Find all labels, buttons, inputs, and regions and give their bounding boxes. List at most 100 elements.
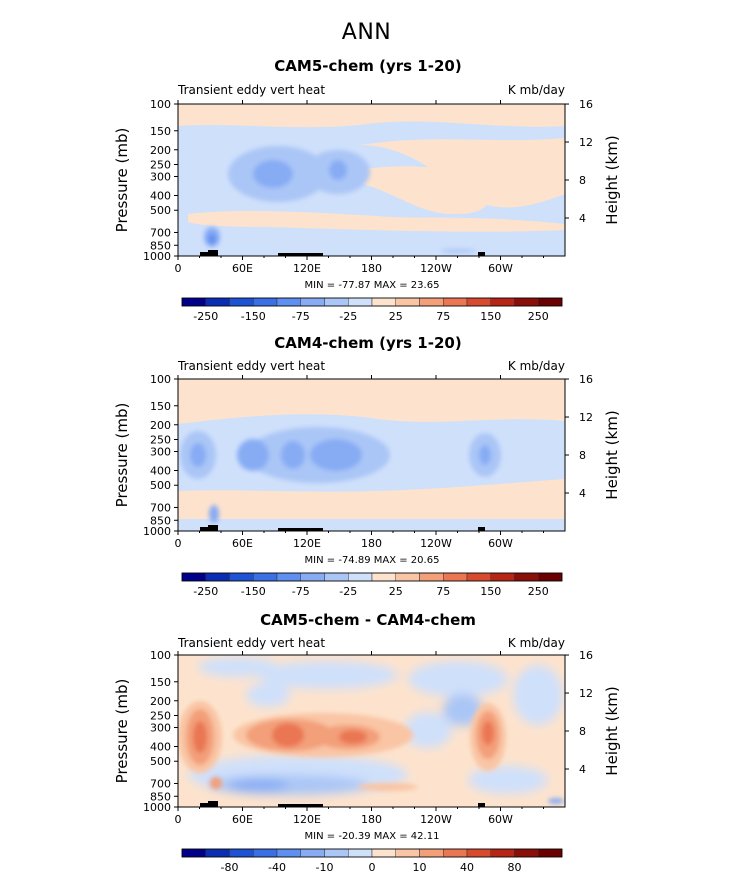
x-tick-label: 180: [361, 813, 382, 826]
colorbar-swatch: [348, 572, 373, 582]
colorbar-label: 75: [436, 585, 450, 598]
colorbar-swatch: [348, 297, 373, 307]
y-tick-label: 150: [150, 125, 171, 138]
x-tick-label: 60W: [488, 262, 513, 275]
panel-title: CAM4-chem (yrs 1-20): [274, 334, 461, 352]
panel-left-label: Transient eddy vert heat: [177, 83, 325, 97]
colorbar-swatch: [205, 297, 230, 307]
colorbar-label: -25: [339, 585, 357, 598]
colorbar-swatch: [324, 572, 349, 582]
colorbar-swatch: [466, 848, 491, 858]
x-tick-label: 0: [175, 537, 182, 550]
colorbar-swatch: [490, 297, 515, 307]
colorbar-swatch: [253, 848, 278, 858]
x-tick-label: 120E: [293, 537, 321, 550]
y-tick-label: 400: [150, 190, 171, 203]
colorbar-swatch: [229, 297, 254, 307]
colorbar-label: -150: [241, 310, 266, 323]
x-tick-label: 120E: [293, 813, 321, 826]
y-tick-label: 250: [150, 158, 171, 171]
colorbar-label: -75: [292, 310, 310, 323]
height-tick-label: 4: [579, 487, 586, 500]
colorbar-label: -10: [316, 861, 334, 872]
height-tick-label: 16: [579, 373, 593, 386]
height-tick-label: 8: [579, 725, 586, 738]
y-tick-label: 700: [150, 777, 171, 790]
x-tick-label: 180: [361, 262, 382, 275]
y-tick-label: 400: [150, 465, 171, 478]
y-tick-label: 400: [150, 741, 171, 754]
x-tick-label: 180: [361, 537, 382, 550]
colorbar-swatch: [253, 572, 278, 582]
panel-left-label: Transient eddy vert heat: [177, 636, 325, 650]
colorbar-swatch: [276, 848, 301, 858]
colorbar-label: 10: [413, 861, 427, 872]
y-tick-label: 150: [150, 676, 171, 689]
colorbar-swatch: [419, 848, 444, 858]
height-tick-label: 4: [579, 212, 586, 225]
y-tick-label: 100: [150, 98, 171, 111]
panel-cam4: CAM4-chem (yrs 1-20) Transient eddy vert…: [177, 334, 566, 532]
height-tick-label: 12: [579, 136, 593, 149]
colorbar-swatch: [348, 848, 373, 858]
colorbar-swatch: [443, 848, 468, 858]
min-max-stats: MIN = -74.89 MAX = 20.65: [305, 555, 440, 566]
colorbar-swatch: [514, 297, 539, 307]
colorbar-swatch: [538, 848, 563, 858]
y-tick-label: 850: [150, 239, 171, 252]
x-tick-label: 120E: [293, 262, 321, 275]
height-tick-label: 8: [579, 174, 586, 187]
panel-units-label: K mb/day: [508, 359, 565, 373]
colorbar-label: -40: [268, 861, 286, 872]
panel-title: CAM5-chem - CAM4-chem: [260, 611, 476, 629]
colorbar-swatch: [229, 572, 254, 582]
colorbar-label: 0: [369, 861, 376, 872]
colorbar-swatch: [300, 572, 325, 582]
x-tick-label: 120W: [420, 813, 452, 826]
page-title: ANN: [341, 20, 392, 45]
heatmap-field: [178, 379, 565, 531]
y-tick-label: 250: [150, 709, 171, 722]
y-tick-label: 1000: [143, 801, 171, 814]
colorbar-frame: [181, 848, 563, 858]
height-tick-label: 12: [579, 687, 593, 700]
colorbar-swatch: [300, 848, 325, 858]
y-tick-label: 500: [150, 204, 171, 217]
y-tick-label: 850: [150, 790, 171, 803]
y-tick-label: 850: [150, 514, 171, 527]
colorbar-swatch: [419, 572, 444, 582]
y-tick-label: 200: [150, 419, 171, 432]
panel-difference: CAM5-chem - CAM4-chem Transient eddy ver…: [177, 611, 566, 808]
colorbar-swatch: [181, 572, 206, 582]
colorbar-swatch: [205, 848, 230, 858]
y-tick-label: 1000: [143, 250, 171, 263]
colorbar-swatch: [538, 572, 563, 582]
x-tick-label: 0: [175, 262, 182, 275]
height-tick-label: 16: [579, 649, 593, 662]
colorbar-swatch: [395, 572, 420, 582]
y-tick-label: 700: [150, 501, 171, 514]
colorbar-label: 250: [528, 310, 549, 323]
colorbar-label: 40: [460, 861, 474, 872]
colorbar-swatch: [324, 848, 349, 858]
y-tick-label: 500: [150, 755, 171, 768]
colorbar-swatch: [371, 572, 396, 582]
colorbar-label: -75: [292, 585, 310, 598]
colorbar-swatch: [276, 572, 301, 582]
y-tick-label: 100: [150, 373, 171, 386]
height-tick-label: 4: [579, 763, 586, 776]
panel-units-label: K mb/day: [508, 636, 565, 650]
y-tick-label: 700: [150, 226, 171, 239]
y2-axis-title: Height (km): [603, 686, 621, 775]
panel-cam5: CAM5-chem (yrs 1-20) Transient eddy vert…: [177, 57, 566, 257]
x-tick-label: 60E: [232, 537, 253, 550]
colorbar-label: 25: [389, 585, 403, 598]
heatmap-field: [178, 104, 565, 256]
y-tick-label: 300: [150, 722, 171, 735]
colorbar-label: 150: [480, 585, 501, 598]
colorbar-swatch: [443, 572, 468, 582]
y-tick-label: 250: [150, 433, 171, 446]
colorbar-frame: [181, 572, 563, 582]
colorbar-swatch: [205, 572, 230, 582]
y-axis-title: Pressure (mb): [113, 679, 131, 784]
